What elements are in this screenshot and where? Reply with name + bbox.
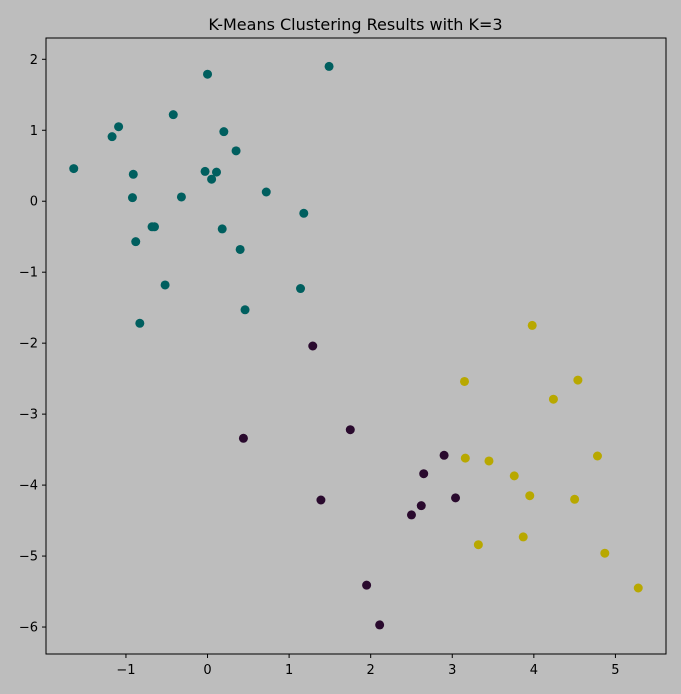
data-point	[299, 208, 309, 218]
y-tick-label: −1	[19, 266, 38, 281]
x-tick-label: −1	[116, 663, 135, 678]
data-point	[135, 318, 145, 328]
data-point	[633, 583, 643, 593]
cluster-1	[238, 341, 461, 630]
data-point	[509, 471, 519, 481]
data-point	[345, 425, 355, 435]
y-tick-label: −6	[19, 621, 38, 636]
y-tick-label: −2	[19, 337, 38, 352]
y-tick-label: 2	[30, 53, 38, 68]
data-point	[296, 284, 306, 294]
data-point	[240, 305, 250, 315]
data-point	[518, 532, 528, 542]
data-point	[525, 491, 535, 501]
y-tick-label: −3	[19, 408, 38, 423]
data-point	[527, 320, 537, 330]
cluster-2	[460, 320, 643, 593]
data-point	[69, 164, 79, 174]
data-point	[416, 501, 426, 511]
y-tick-label: −5	[19, 550, 38, 565]
y-tick-label: 0	[30, 195, 38, 210]
data-point	[375, 620, 385, 630]
data-point	[131, 237, 141, 247]
data-point	[207, 174, 217, 184]
data-point	[231, 146, 241, 156]
data-point	[592, 451, 602, 461]
x-tick-label: 3	[448, 663, 456, 678]
data-point	[548, 394, 558, 404]
data-point	[484, 456, 494, 466]
data-point	[573, 375, 583, 385]
data-point	[150, 222, 159, 232]
data-point	[212, 167, 221, 177]
data-point	[460, 376, 469, 386]
data-point	[406, 510, 416, 520]
data-point	[419, 469, 429, 479]
y-tick-label: 1	[30, 124, 38, 139]
data-point	[176, 192, 186, 202]
cluster-0	[69, 61, 334, 328]
axis-ticks: −1 0 1 2 3 4 5 2 1 0 −1 −2 −3 −4 −5 −6	[19, 53, 620, 678]
data-point	[203, 69, 213, 79]
x-tick-label: 1	[285, 663, 293, 678]
data-point	[316, 495, 326, 505]
data-point	[114, 122, 124, 132]
data-point	[473, 540, 483, 550]
data-point	[235, 244, 245, 254]
data-point	[324, 61, 334, 71]
data-point	[460, 453, 470, 463]
data-point	[238, 433, 248, 443]
data-point	[128, 169, 138, 179]
chart-title: K-Means Clustering Results with K=3	[208, 15, 502, 34]
plot-area	[45, 37, 667, 655]
data-points	[69, 61, 643, 630]
data-point	[217, 224, 227, 234]
data-point	[127, 193, 137, 203]
data-point	[107, 132, 117, 142]
data-point	[308, 341, 318, 351]
x-tick-label: 4	[530, 663, 538, 678]
data-point	[261, 187, 271, 197]
data-point	[200, 166, 210, 176]
data-point	[570, 494, 580, 504]
data-point	[600, 548, 610, 558]
data-point	[451, 493, 461, 503]
data-point	[160, 280, 170, 290]
data-point	[219, 127, 229, 137]
data-point	[362, 580, 372, 590]
x-tick-label: 5	[611, 663, 619, 678]
x-tick-label: 0	[203, 663, 211, 678]
x-tick-label: 2	[367, 663, 375, 678]
data-point	[168, 110, 178, 120]
y-tick-label: −4	[19, 479, 38, 494]
data-point	[439, 450, 449, 460]
